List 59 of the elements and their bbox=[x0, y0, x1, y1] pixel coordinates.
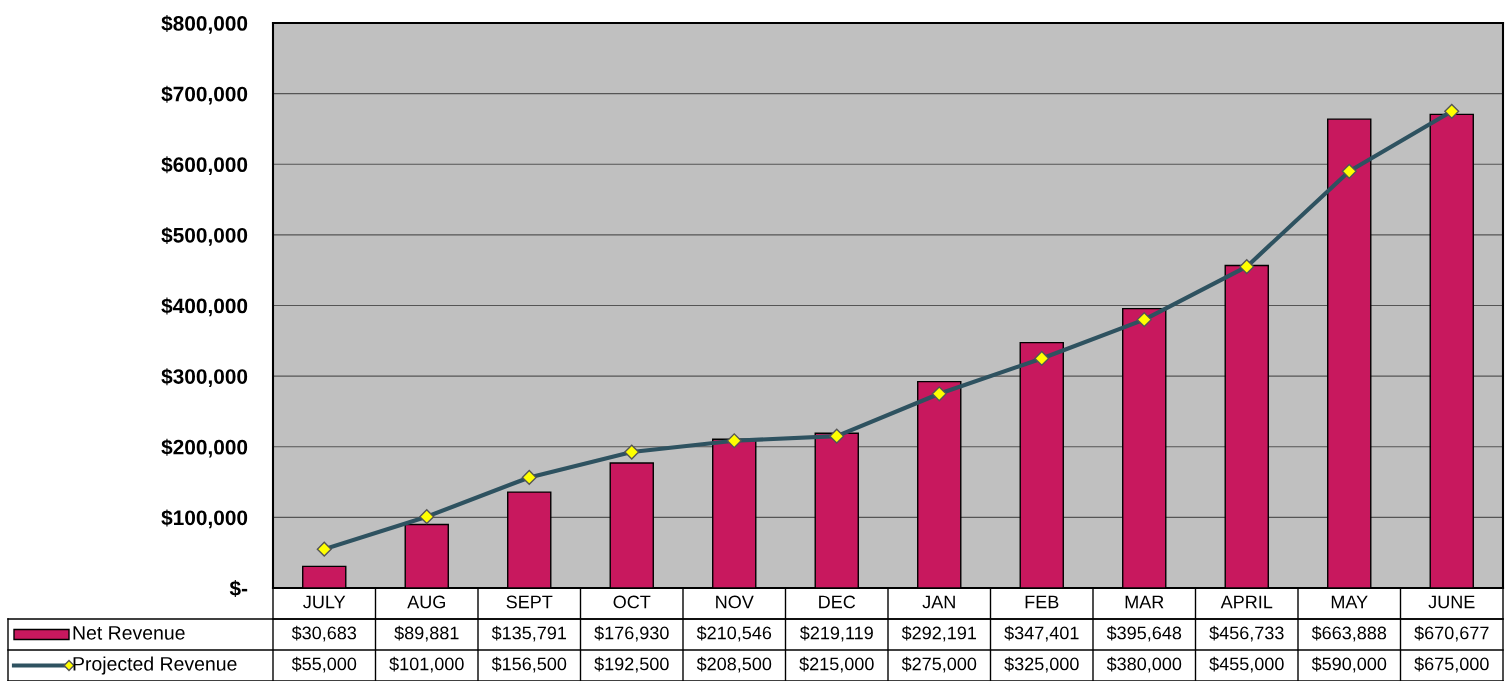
data-label: $292,191 bbox=[901, 625, 977, 642]
data-label: $156,500 bbox=[491, 656, 567, 673]
y-tick-label: $100,000 bbox=[161, 509, 248, 529]
data-label: $455,000 bbox=[1209, 656, 1284, 673]
point bbox=[1239, 259, 1255, 275]
x-tick-label: APRIL bbox=[1220, 595, 1273, 609]
data-label: $275,000 bbox=[901, 656, 977, 673]
data-label: $675,000 bbox=[1414, 656, 1489, 673]
y-tick-label: $400,000 bbox=[161, 297, 248, 317]
point bbox=[1136, 312, 1152, 328]
data-label: $456,733 bbox=[1209, 625, 1284, 642]
point bbox=[1341, 163, 1357, 179]
data-label: $55,000 bbox=[291, 656, 357, 673]
data-label: $210,546 bbox=[696, 625, 772, 642]
data-label: $208,500 bbox=[696, 656, 772, 673]
x-tick-label: MAR bbox=[1125, 595, 1164, 609]
data-label: $192,500 bbox=[594, 656, 669, 673]
data-label: $590,000 bbox=[1311, 656, 1387, 673]
y-tick-label: $200,000 bbox=[161, 438, 248, 458]
x-tick-label: AUG bbox=[407, 595, 445, 609]
point bbox=[419, 509, 435, 525]
data-label: $380,000 bbox=[1106, 656, 1182, 673]
x-tick-label: JUNE bbox=[1428, 595, 1475, 609]
data-label: $219,119 bbox=[799, 625, 873, 642]
point bbox=[726, 433, 742, 449]
y-tick-label: $600,000 bbox=[161, 156, 248, 176]
data-label: $135,791 bbox=[491, 625, 567, 642]
x-tick-label: JAN bbox=[922, 595, 955, 609]
x-tick-label: SEPT bbox=[506, 595, 553, 609]
x-tick-label: DEC bbox=[819, 595, 856, 609]
point bbox=[1444, 103, 1460, 119]
x-tick-label: OCT bbox=[613, 595, 651, 609]
y-tick-label: $800,000 bbox=[161, 15, 248, 34]
data-label: $215,000 bbox=[799, 656, 874, 673]
data-label: $663,888 bbox=[1311, 625, 1387, 642]
data-label: $670,677 bbox=[1414, 625, 1489, 642]
point bbox=[931, 386, 947, 402]
data-label: $176,930 bbox=[594, 625, 669, 642]
point bbox=[521, 469, 537, 486]
data-label: $347,401 bbox=[1004, 625, 1079, 642]
data-label: $325,000 bbox=[1004, 656, 1079, 673]
x-tick-label: MAY bbox=[1331, 595, 1368, 609]
data-label: $101,000 bbox=[389, 656, 464, 673]
y-tick-label: $300,000 bbox=[161, 368, 248, 387]
x-tick-label: NOV bbox=[716, 595, 754, 609]
legend-label: Net Revenue bbox=[73, 626, 185, 640]
legend-label: Projected Revenue bbox=[73, 656, 237, 675]
data-label: $30,683 bbox=[291, 625, 357, 642]
point bbox=[1034, 350, 1050, 367]
point bbox=[316, 541, 332, 557]
point bbox=[829, 428, 845, 444]
x-tick-label: JULY bbox=[303, 595, 346, 609]
y-tick-label: $- bbox=[229, 580, 248, 598]
point bbox=[624, 444, 640, 460]
x-tick-label: FEB bbox=[1025, 595, 1059, 609]
y-tick-label: $500,000 bbox=[161, 226, 248, 246]
data-label: $89,881 bbox=[394, 625, 459, 642]
data-label: $395,648 bbox=[1106, 625, 1182, 642]
y-tick-label: $700,000 bbox=[161, 85, 248, 105]
